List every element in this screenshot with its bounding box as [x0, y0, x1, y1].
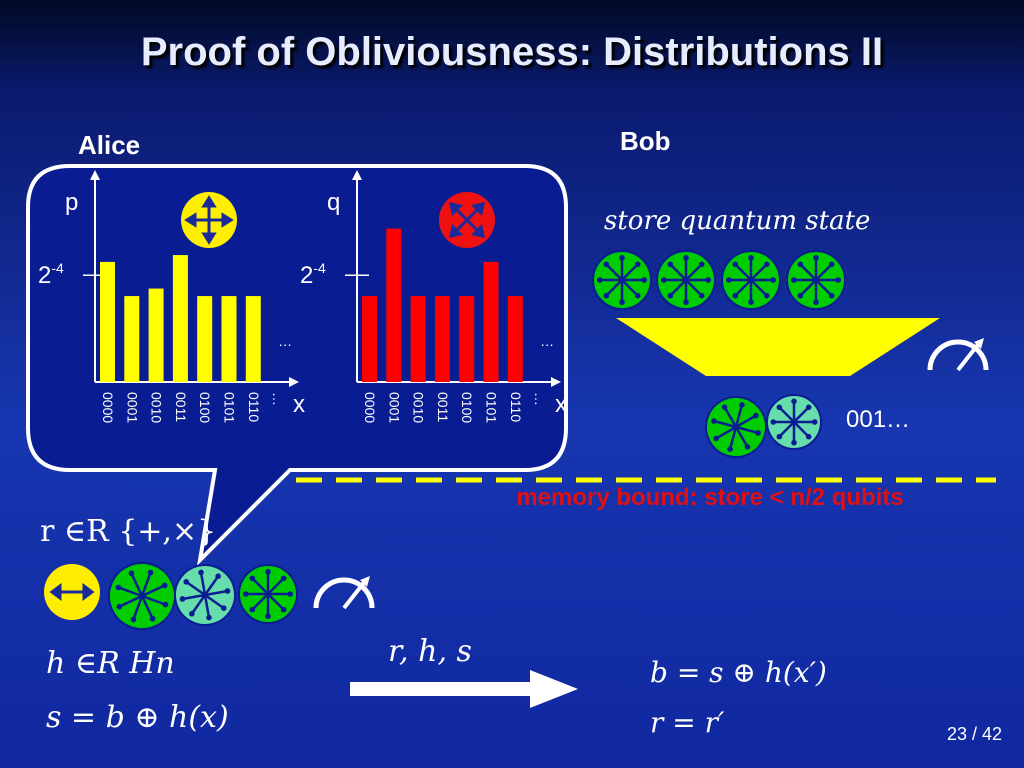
tick-ellipsis: … — [532, 392, 548, 406]
bob-store-line: store quantum state — [604, 206, 871, 236]
alice-distribution-chart: p x 2-4 0000 0001 0010 0011 0100 0101 0110 … … — [38, 170, 305, 423]
qubit-star-icon — [656, 250, 716, 310]
x-tick-label: 0110 — [508, 392, 524, 422]
x-tick-label: 0011 — [435, 392, 451, 422]
y-axis-arrow — [90, 170, 100, 180]
x-tick-label: 0000 — [362, 392, 378, 423]
alice-s-value: s = b ⊕ h(x) — [46, 700, 229, 735]
x-tick-label: 0100 — [459, 392, 475, 423]
bar-0010 — [410, 296, 426, 382]
qubit-star-icon — [592, 250, 652, 310]
reference-level-label: 2-4 — [300, 260, 326, 289]
page-number: 23 / 42 — [946, 724, 1002, 744]
x-tick-label: 0000 — [100, 392, 116, 423]
measurement-meter-icon — [313, 576, 375, 610]
measurement-meter-icon — [927, 338, 989, 372]
bar-0101 — [483, 261, 499, 382]
bob-output-b: b = s ⊕ h(x′) — [650, 656, 827, 689]
bar-0000 — [362, 296, 377, 382]
qubit-star-icon — [786, 250, 846, 310]
storage-funnel — [616, 318, 940, 376]
bar-0101 — [221, 296, 237, 382]
x-tick-label: 0011 — [173, 392, 189, 422]
memory-bound-line — [296, 477, 996, 483]
message-label: r, h, s — [388, 634, 472, 669]
bar-0110 — [245, 296, 261, 382]
memory-bound-label: memory bound: store < n/2 qubits — [516, 484, 904, 511]
bob-distribution-chart: q x 2-4 0000 0001 0010 0011 0100 0101 0110 … … — [300, 170, 567, 423]
qubit-star-icon — [721, 250, 781, 310]
tick-ellipsis: … — [270, 392, 286, 406]
bar-0100 — [459, 296, 475, 382]
x-tick-label: 0110 — [246, 392, 262, 422]
x-tick-label: 0101 — [222, 392, 238, 423]
bob-measurement-result: 001… — [846, 406, 911, 433]
x-axis-label: x — [555, 391, 567, 418]
y-axis-arrow — [352, 170, 362, 180]
x-tick-label: 0010 — [411, 392, 427, 423]
bar-0001 — [124, 296, 140, 382]
qubit-star-icon — [238, 564, 298, 624]
plus-basis-icon — [181, 192, 237, 248]
bar-0011 — [172, 255, 188, 382]
qubit-star-icon — [698, 389, 774, 465]
bar-0010 — [148, 288, 164, 382]
x-tick-label: 0100 — [197, 392, 213, 423]
reference-level-exponent: -4 — [313, 260, 326, 276]
bob-heading: Bob — [620, 126, 671, 156]
x-axis-arrow — [289, 377, 299, 387]
alice-hash-choice: h ∈R Hn — [46, 646, 175, 681]
y-axis-label: q — [327, 189, 340, 216]
x-axis-arrow — [551, 377, 561, 387]
message-arrow-icon — [350, 670, 578, 708]
reference-level-exponent: -4 — [51, 260, 64, 276]
bob-output-r: r = r′ — [650, 706, 725, 739]
x-tick-label: 0001 — [386, 392, 402, 423]
cross-basis-icon — [439, 192, 495, 248]
x-tick-label: 0001 — [124, 392, 140, 423]
bar-0001 — [386, 228, 402, 382]
qubit-star-icon — [766, 394, 822, 450]
alice-plus-qubit-icon — [44, 564, 100, 620]
x-tick-label: 0010 — [149, 392, 165, 423]
bar-0110 — [507, 296, 523, 382]
x-tick-label: 0101 — [484, 392, 500, 423]
alice-basis-choice: r ∈R {+,×} — [40, 514, 217, 549]
x-axis-label: x — [293, 391, 305, 418]
bar-0000 — [100, 261, 115, 382]
bar-0100 — [197, 296, 213, 382]
bar-0011 — [434, 296, 450, 382]
bar-ellipsis: … — [540, 333, 554, 349]
reference-level-label: 2-4 — [38, 260, 64, 289]
alice-heading: Alice — [78, 130, 141, 160]
y-axis-label: p — [65, 189, 78, 216]
bar-ellipsis: … — [278, 333, 292, 349]
slide-title: Proof of Obliviousness: Distributions II — [140, 30, 884, 74]
qubit-star-icon — [98, 552, 186, 640]
qubit-star-icon — [169, 559, 241, 631]
